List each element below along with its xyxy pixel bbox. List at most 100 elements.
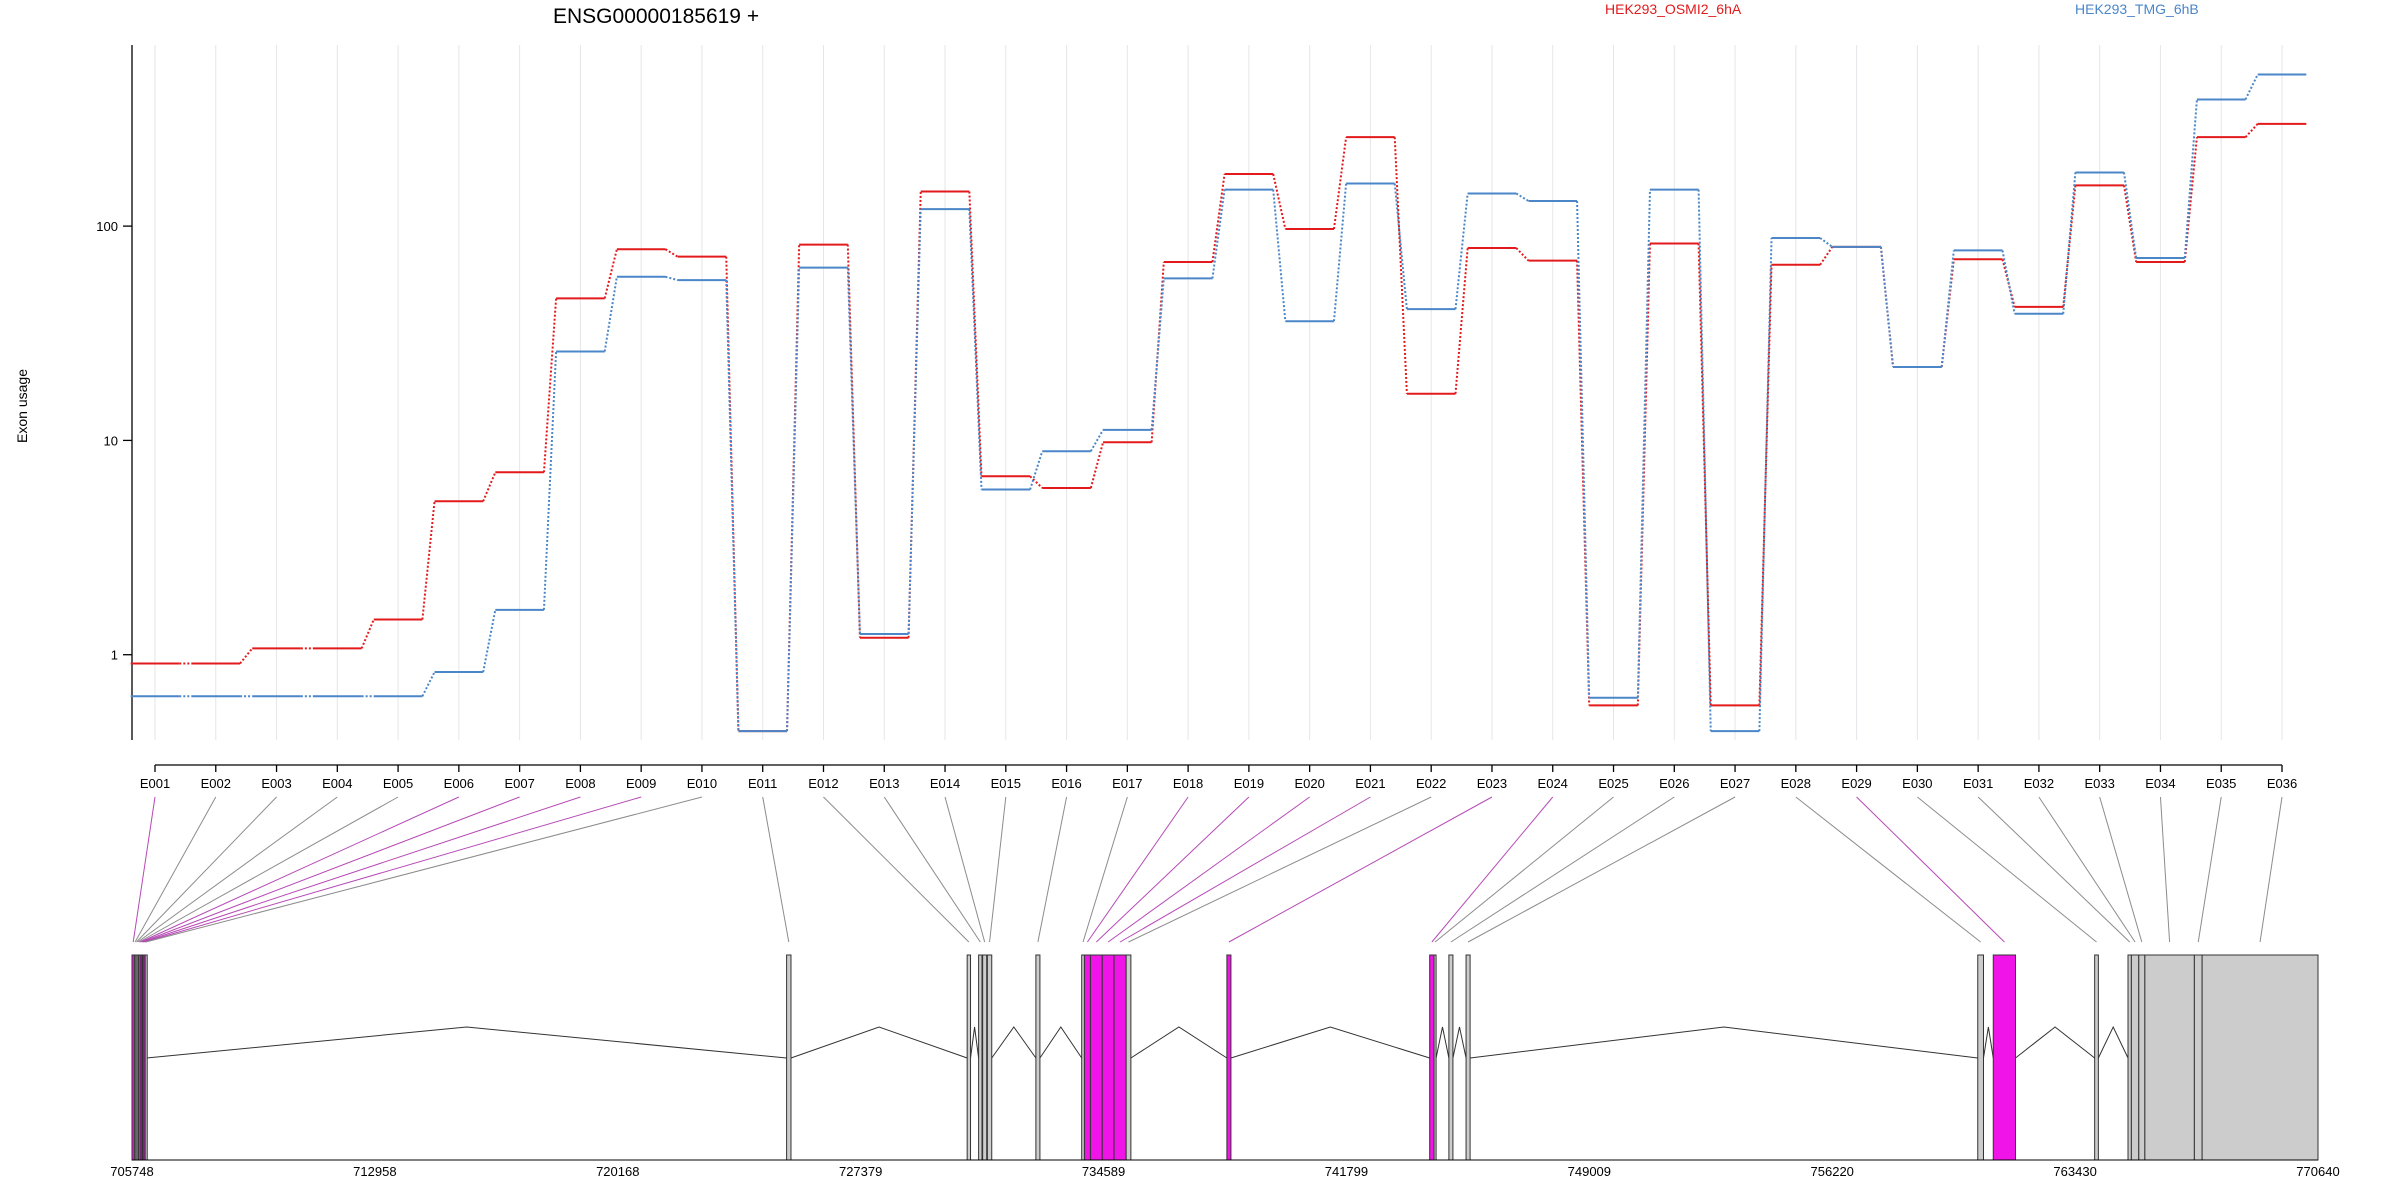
exon-connector <box>145 796 703 943</box>
series-connector <box>1393 183 1408 310</box>
y-tick-label: 1 <box>111 648 118 663</box>
series-connector <box>1029 475 1043 489</box>
exon-connector <box>1431 796 1554 943</box>
series-connector <box>603 276 618 352</box>
exon-box <box>1083 954 1091 1161</box>
exon-box <box>1465 954 1471 1161</box>
legend-item-1: HEK293_TMG_6hB <box>2075 1 2199 17</box>
series-connector <box>239 647 254 665</box>
coordinate-label: 720168 <box>596 1164 639 1179</box>
exon-label: E011 <box>748 776 777 791</box>
series-connector <box>2001 250 2016 314</box>
exon-label: E022 <box>1416 776 1446 791</box>
exon-label: E012 <box>808 776 838 791</box>
intron <box>1230 1026 1430 1059</box>
series-connector <box>2183 99 2198 259</box>
series-connector <box>1758 264 1773 706</box>
exon-box <box>2144 954 2195 1161</box>
gene-model <box>131 954 2319 1161</box>
coordinate-label: 763430 <box>2053 1164 2096 1179</box>
series-connector <box>482 609 497 673</box>
y-tick-label: 10 <box>104 433 118 448</box>
series-connector <box>1393 137 1408 394</box>
exon-label: E005 <box>383 776 413 791</box>
exon-label: E031 <box>1963 776 1993 791</box>
exon-connector <box>136 796 277 943</box>
exon-connector <box>944 796 986 943</box>
gridlines <box>154 45 2283 740</box>
series-connector <box>1454 247 1469 394</box>
genomic-coordinate-axis: 705748 712958 720168 727379 734589 741799 7490… <box>110 1159 2340 1179</box>
exon-label: E030 <box>1902 776 1932 791</box>
series-group <box>130 73 2307 733</box>
chart-title: ENSG00000185619 + <box>553 5 759 28</box>
exon-label: E010 <box>687 776 717 791</box>
exon-box <box>1125 954 1132 1161</box>
exon-connector <box>2159 796 2171 943</box>
series-connector <box>1090 429 1104 452</box>
exon-connector <box>141 796 520 943</box>
series-connector <box>1332 137 1348 230</box>
intron <box>790 1026 968 1059</box>
exon-connector <box>1856 796 2005 943</box>
exon-connector <box>2259 796 2283 943</box>
exon-label: E004 <box>322 776 352 791</box>
series-connector <box>1819 246 1834 266</box>
exon-connector <box>1977 796 2131 943</box>
series-connector <box>1576 200 1591 698</box>
axes: 1 10 100 E001 E002 E003 E004 E005 E006 E007 E008 E0… <box>96 45 2297 791</box>
series-connector <box>1150 278 1165 430</box>
series-connector <box>1089 442 1105 489</box>
series-connector <box>421 501 436 620</box>
series-connector <box>2123 172 2138 259</box>
exon-connector <box>883 796 981 943</box>
exon-label: E029 <box>1841 776 1871 791</box>
exon-connector <box>1228 796 1493 943</box>
series-connector <box>907 191 922 638</box>
exon-box <box>2127 954 2132 1161</box>
exon-connector <box>1128 796 1432 943</box>
intron <box>146 1026 787 1059</box>
exon-connector <box>137 796 338 943</box>
intron <box>1130 1026 1228 1059</box>
series-connector <box>1332 183 1348 322</box>
exon-label: E007 <box>504 776 534 791</box>
series-connector <box>1454 193 1469 310</box>
exon-connector <box>140 796 460 943</box>
exon-connector <box>823 796 970 943</box>
exon-box <box>1977 954 1984 1161</box>
exon-box <box>2193 954 2203 1161</box>
exon-box <box>986 954 993 1161</box>
series-lines <box>130 73 2307 733</box>
series-connector <box>968 191 983 477</box>
series-connector <box>1940 250 1955 368</box>
intron <box>991 1026 1037 1059</box>
series-connector <box>1515 247 1530 262</box>
exon-label: E017 <box>1112 776 1142 791</box>
series-connector <box>907 209 922 634</box>
exon-label: E026 <box>1659 776 1689 791</box>
series-group <box>130 122 2307 733</box>
series-connector <box>665 275 678 282</box>
series-connector <box>1211 189 1226 279</box>
series-connector <box>603 248 618 299</box>
exon-label: E034 <box>2145 776 2175 791</box>
exon-connector <box>1917 796 2097 943</box>
exon-connector <box>2038 796 2136 943</box>
coordinate-label: 749009 <box>1568 1164 1611 1179</box>
exon-box <box>1113 954 1127 1161</box>
series-connector <box>2123 185 2138 263</box>
intron <box>1982 1026 1994 1059</box>
coordinate-label: 756220 <box>1811 1164 1854 1179</box>
exon-label: E027 <box>1720 776 1750 791</box>
exon-label: E024 <box>1538 776 1568 791</box>
exon-connector <box>2099 796 2143 943</box>
exon-connector <box>1082 796 1128 943</box>
exon-box <box>144 954 148 1161</box>
exon-label: E009 <box>626 776 656 791</box>
exon-label: E033 <box>2084 776 2114 791</box>
exon-connectors <box>132 796 2283 943</box>
series-connector <box>1636 189 1651 698</box>
exon-connector <box>143 796 581 943</box>
